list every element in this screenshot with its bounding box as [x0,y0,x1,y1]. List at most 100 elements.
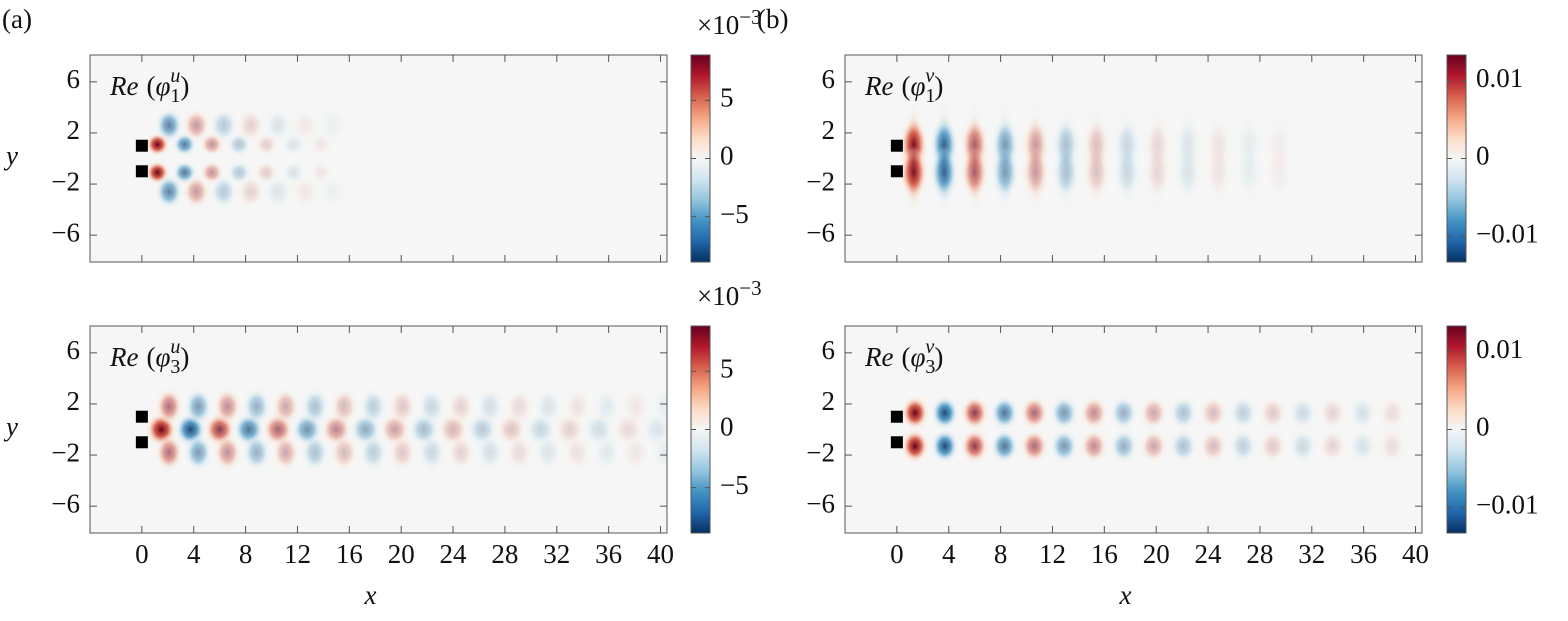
annotation-sub: 1 [170,85,180,107]
colorbar-tick-label: 0 [720,412,734,442]
flow-structure [447,388,475,425]
annotation-sup: u [170,336,180,358]
flow-structure [564,434,592,471]
plot-area [845,326,1422,533]
x-tick-label: 4 [187,539,201,569]
colorbar-tick-label: −0.01 [1476,219,1538,249]
annotation-open: ( [901,342,910,372]
flow-structure [1289,396,1317,430]
x-tick-label: 32 [543,539,570,569]
x-tick-label: 0 [890,539,904,569]
flow-structure [184,434,212,471]
flow-structure [1259,429,1287,463]
x-axis-label: x [364,580,377,610]
plot-frame [844,325,1423,534]
flow-structure [1319,429,1347,463]
x-tick-label: 36 [1350,539,1377,569]
annotation-open: ( [901,71,910,101]
x-tick-label: 12 [284,539,311,569]
annotation-close: ) [934,342,943,372]
flow-structure [1319,396,1347,430]
annotation-sup: v [925,336,934,358]
annotation-text: Re [109,342,138,372]
flow-structure [210,175,238,209]
cylinder [890,436,903,449]
flow-structure [931,429,959,463]
flow-structure [1204,145,1232,200]
cylinder [135,165,148,178]
flow-structure [1229,429,1257,463]
flow-structure [622,388,650,425]
flow-structure [1229,396,1257,430]
flow-structure [1050,429,1078,463]
x-tick-label: 16 [1091,539,1118,569]
cylinder [890,139,903,152]
flow-structure [359,434,387,471]
flow-structure [1259,396,1287,430]
flow-structure [505,388,533,425]
flow-structure [1050,396,1078,430]
x-tick-label: 12 [1039,539,1066,569]
flow-structure [1080,396,1108,430]
plot-frame [89,54,668,263]
flow-structure [264,108,292,142]
x-tick-label: 28 [1246,539,1273,569]
x-tick-label: 40 [1402,539,1429,569]
flow-structure [1378,429,1406,463]
y-tick-label: 2 [67,386,81,416]
field [146,388,667,471]
flow-structure [1169,396,1197,430]
x-tick-label: 20 [1143,539,1170,569]
flow-structure [564,388,592,425]
cylinder [135,139,148,152]
flow-structure [1116,102,1138,215]
flow-structure [155,388,183,425]
annotation-sub: 3 [170,356,180,378]
flow-structure [359,388,387,425]
field [145,108,346,209]
flow-structure [1144,145,1171,200]
flow-structure [476,434,504,471]
colorbar-exponent: ×10−3 [697,276,762,311]
y-tick-label: 2 [822,386,836,416]
flow-structure [182,175,210,209]
flow-structure [961,429,989,463]
flow-structure [1269,102,1289,215]
x-tick-label: 36 [595,539,622,569]
field [900,102,1289,215]
flow-structure [1348,429,1376,463]
flow-structure [505,434,533,471]
colorbar-tick-label: −0.01 [1476,490,1538,520]
exponent-power: −3 [739,5,761,29]
colorbar-tick-label: 5 [720,83,734,113]
cylinder [135,410,148,423]
flow-structure [447,434,475,471]
panel-annotation: Re (φ3u) [109,336,189,378]
flow-structure [901,396,929,430]
panel-annotation: Re (φ1u) [109,65,189,107]
flow-structure [1140,429,1168,463]
annotation-text: Re [109,71,138,101]
flow-structure [1080,429,1108,463]
y-tick-label: 6 [822,64,836,94]
y-axis-label: y [3,412,18,442]
flow-structure [318,175,346,209]
annotation-symbol: φ [910,71,925,101]
flow-structure [995,102,1016,215]
y-tick-label: −6 [806,488,835,518]
flow-structure [210,108,238,142]
flow-structure [389,388,416,425]
y-tick-label: 6 [67,335,81,365]
flow-structure [651,388,667,425]
colorbar-tick-label: 0 [720,141,734,171]
x-tick-label: 4 [942,539,956,569]
annotation-close: ) [180,342,189,372]
flow-structure [264,175,292,209]
x-tick-label: 24 [440,539,468,569]
flow-structure [155,108,183,142]
flow-structure [1025,102,1046,215]
y-tick-label: −6 [806,217,835,247]
flow-structure [1199,429,1227,463]
flow-structure [237,108,265,142]
